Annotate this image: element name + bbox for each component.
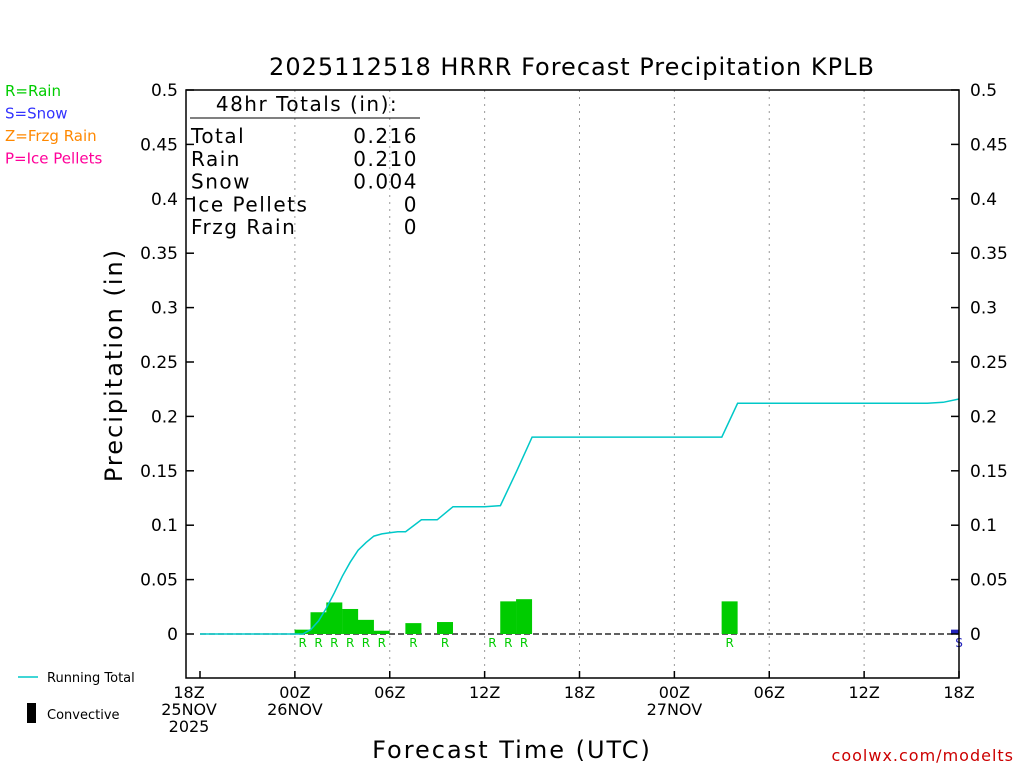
y-tick-label-right-1: 0.05 — [970, 571, 1008, 591]
y-tick-label-right-6: 0.3 — [970, 299, 997, 319]
y-tick-label-right-7: 0.35 — [970, 244, 1008, 264]
totals-label-rain: Rain — [191, 147, 241, 171]
y-tick-label-right-8: 0.4 — [970, 190, 997, 210]
y-tick-label-left-5: 0.25 — [140, 353, 178, 373]
y-tick-label-left-8: 0.4 — [151, 190, 178, 210]
running-total-line — [200, 398, 960, 635]
y-axis-label: Precipitation (in) — [100, 248, 128, 482]
bar-h12 — [373, 630, 390, 634]
totals-label-total: Total — [190, 124, 245, 148]
legend-convective-label: Convective — [47, 708, 120, 723]
y-axis-left: 0 0.05 0.1 0.15 0.2 0.25 0.3 0.35 0.4 0.45 0.5 — [140, 81, 194, 645]
totals-heading: 48hr Totals (in): — [216, 92, 398, 116]
y-tick-label-left-3: 0.15 — [140, 462, 178, 482]
y-axis-right: 0 0.05 0.1 0.15 0.2 0.25 0.3 0.35 0.4 0.45 0.5 — [951, 81, 1008, 645]
y-tick-label-right-0: 0 — [970, 625, 981, 645]
legend-frzg-rain: Z=Frzg Rain — [5, 127, 97, 145]
x-tick-label-0-1: 25NOV — [161, 700, 217, 719]
y-tick-label-left-7: 0.35 — [140, 244, 178, 264]
bar-type-label-h7: R — [299, 636, 307, 650]
totals-label-ice-pellets: Ice Pellets — [191, 192, 308, 216]
bar-type-label-h11: R — [362, 636, 370, 650]
watermark: coolwx.com/modelts — [832, 746, 1014, 765]
y-tick-label-right-9: 0.45 — [970, 135, 1008, 155]
bar-h10 — [342, 608, 359, 634]
totals-box: 48hr Totals (in): Total 0.216 Rain 0.210 Sno… — [190, 92, 420, 239]
x-tick-label-4-0: 18Z — [564, 683, 595, 702]
bar-h16 — [437, 622, 453, 634]
y-tick-label-left-2: 0.1 — [151, 516, 178, 536]
totals-label-frzg-rain: Frzg Rain — [191, 215, 296, 239]
bar-h20 — [500, 601, 517, 634]
y-tick-label-left-10: 0.5 — [151, 81, 178, 101]
bar-type-label-h19: R — [488, 636, 496, 650]
precip-bars — [294, 599, 959, 634]
bar-type-label-h12: R — [378, 636, 386, 650]
bar-type-label-h10: R — [346, 636, 354, 650]
legend-running-total-label: Running Total — [47, 671, 135, 686]
x-tick-label-1-1: 26NOV — [267, 700, 323, 719]
legend-snow: S=Snow — [5, 105, 68, 123]
x-tick-label-6-0: 06Z — [754, 683, 785, 702]
chart-title: 2025112518 HRRR Forecast Precipitation K… — [269, 53, 875, 81]
totals-label-snow: Snow — [191, 170, 251, 194]
totals-value-ice-pellets: 0 — [404, 192, 418, 216]
bar-h8 — [310, 612, 327, 634]
bar-h48 — [951, 629, 959, 634]
grid-lines — [294, 90, 865, 678]
y-tick-label-right-2: 0.1 — [970, 516, 997, 536]
x-tick-label-1-0: 00Z — [279, 683, 310, 702]
legend-convective-swatch — [27, 703, 36, 723]
bar-h21 — [516, 599, 533, 634]
y-tick-label-right-5: 0.25 — [970, 353, 1008, 373]
y-tick-label-right-10: 0.5 — [970, 81, 997, 101]
legend-ice-pellets: P=Ice Pellets — [5, 150, 102, 168]
totals-value-snow: 0.004 — [353, 170, 418, 194]
y-tick-label-right-3: 0.15 — [970, 462, 1008, 482]
x-tick-label-0-2: 2025 — [169, 717, 210, 736]
bar-type-label-h21: R — [520, 636, 528, 650]
y-tick-label-left-9: 0.45 — [140, 135, 178, 155]
y-tick-label-right-4: 0.2 — [970, 407, 997, 427]
bar-type-label-h9: R — [330, 636, 338, 650]
x-tick-label-8-0: 18Z — [943, 683, 974, 702]
x-tick-label-2-0: 06Z — [374, 683, 405, 702]
x-tick-label-0-0: 18Z — [173, 683, 204, 702]
bar-h34 — [721, 601, 738, 634]
y-tick-label-left-6: 0.3 — [151, 299, 178, 319]
bar-type-label-h14: R — [409, 636, 417, 650]
series-legend: Running Total Convective — [18, 671, 135, 723]
x-tick-label-3-0: 12Z — [469, 683, 500, 702]
y-tick-label-left-4: 0.2 — [151, 407, 178, 427]
bar-type-label-h8: R — [314, 636, 322, 650]
y-tick-label-left-0: 0 — [167, 625, 178, 645]
totals-value-rain: 0.210 — [353, 147, 418, 171]
x-tick-label-5-0: 00Z — [659, 683, 690, 702]
x-tick-label-7-0: 12Z — [848, 683, 879, 702]
running-total-series — [200, 398, 960, 635]
bar-h11 — [357, 619, 374, 634]
legend-rain: R=Rain — [5, 82, 61, 100]
bar-type-label-h20: R — [504, 636, 512, 650]
totals-value-total: 0.216 — [353, 124, 418, 148]
precip-type-legend: R=Rain S=Snow Z=Frzg Rain P=Ice Pellets — [5, 82, 102, 168]
bar-type-label-h16: R — [441, 636, 449, 650]
bar-h14 — [405, 623, 422, 634]
bar-h9 — [326, 602, 343, 634]
bar-type-label-h34: R — [725, 636, 733, 650]
y-tick-label-left-1: 0.05 — [140, 571, 178, 591]
plot-frame — [185, 89, 960, 679]
x-tick-label-5-1: 27NOV — [647, 700, 703, 719]
totals-value-frzg-rain: 0 — [404, 215, 418, 239]
x-axis-label: Forecast Time (UTC) — [372, 736, 652, 764]
bar-h7 — [294, 629, 311, 634]
